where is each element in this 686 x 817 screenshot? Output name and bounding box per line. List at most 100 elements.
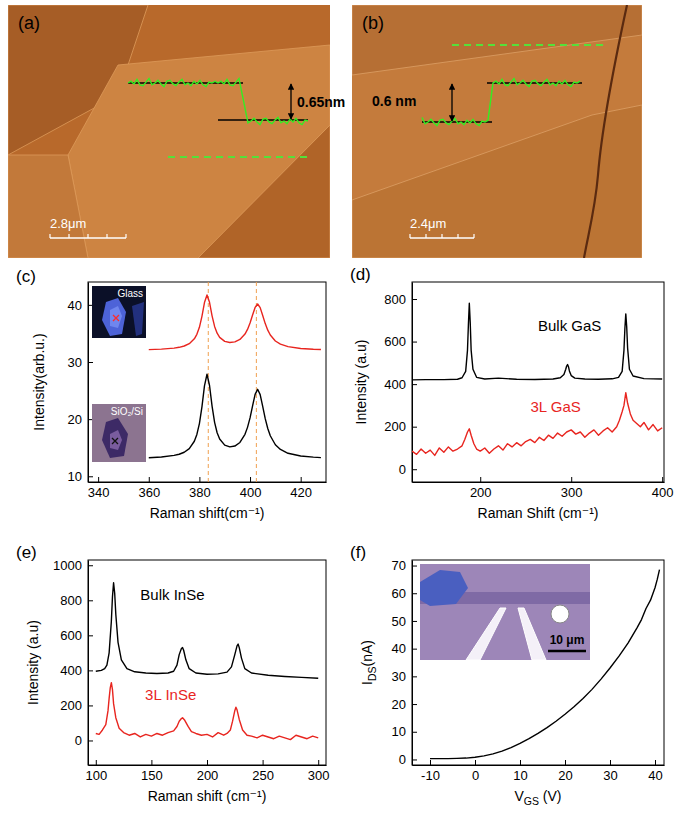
- inset-background: [92, 286, 146, 338]
- tick-label: 10: [68, 469, 82, 484]
- device-inset: 10 μm: [420, 564, 590, 660]
- tick-mark: [412, 384, 417, 385]
- tick-label: 300: [561, 485, 583, 500]
- tick: 340: [88, 477, 110, 500]
- tick-mark: [412, 759, 417, 760]
- tick-mark: [475, 760, 476, 765]
- flake: [132, 302, 144, 336]
- axis: 200300400: [413, 477, 674, 500]
- tick-label: 400: [60, 663, 82, 678]
- spot-mark: [112, 438, 118, 444]
- tick-mark: [430, 760, 431, 765]
- spot-mark: [113, 315, 119, 321]
- x-axis-title: Raman Shift (cm⁻¹): [478, 505, 599, 521]
- tick-mark: [88, 670, 93, 671]
- tick-label: 150: [141, 768, 163, 783]
- plot-frame: [412, 560, 664, 765]
- flake: [110, 306, 122, 328]
- scale-bar-tick: [68, 234, 69, 238]
- axis-line: [88, 561, 89, 766]
- tick-label: 340: [88, 485, 110, 500]
- axis-line: [89, 482, 327, 483]
- tick-label: 600: [384, 334, 406, 349]
- tick-label: 10: [513, 768, 527, 783]
- tick-label: 0: [399, 752, 406, 767]
- axis: 0200400600800: [384, 283, 417, 483]
- tick-mark: [88, 705, 93, 706]
- tick-label: 50: [392, 614, 406, 629]
- tick-mark: [412, 427, 417, 428]
- step-height-label: 0.65nm: [297, 94, 345, 110]
- tick: 10: [68, 469, 93, 484]
- terrace: [198, 125, 330, 258]
- tick-label: 800: [60, 593, 82, 608]
- height-profile: [422, 79, 580, 126]
- y-axis-title: Intensity(arb.u.): [31, 333, 47, 430]
- tick-mark: [565, 760, 566, 765]
- tick-mark: [318, 760, 319, 765]
- chart-panel: -10010203040010203040506070VGS (V)IDS(nA…: [350, 543, 665, 807]
- tick-mark: [149, 477, 150, 482]
- reference-line: [256, 282, 257, 482]
- afm-background: [8, 5, 330, 258]
- tick-mark: [88, 565, 93, 566]
- tick: 0: [399, 462, 417, 477]
- tick-label: 20: [68, 412, 82, 427]
- tick: 30: [603, 760, 617, 783]
- inset-label: SiO₂/Si: [111, 406, 143, 417]
- tick-label: 0: [75, 733, 82, 748]
- afm-background: [352, 5, 642, 258]
- panel-label: (e): [16, 543, 37, 562]
- tick: 0: [75, 733, 93, 748]
- tick-label: 100: [85, 768, 107, 783]
- tick-mark: [571, 477, 572, 482]
- data-line: [412, 393, 662, 456]
- tick-label: 600: [60, 628, 82, 643]
- electrode: [466, 608, 506, 660]
- tick: -10: [421, 760, 440, 783]
- hole: [551, 605, 569, 623]
- chart-panel: 34036038040042010203040Raman shift(cm⁻¹)…: [16, 267, 327, 521]
- tick-label: 380: [189, 485, 211, 500]
- tick: 360: [138, 477, 160, 500]
- tick: 600: [384, 334, 417, 349]
- scale-bar-tick: [49, 234, 50, 238]
- tick-mark: [412, 342, 417, 343]
- axis: 010203040506070: [392, 558, 417, 767]
- tick-label: 300: [308, 768, 330, 783]
- scale-bar-label: 10 μm: [550, 633, 585, 647]
- tick: 1000: [53, 558, 93, 573]
- plot-frame: [88, 560, 326, 765]
- tick: 0: [399, 752, 417, 767]
- data-line: [96, 683, 318, 740]
- panel-label: (c): [16, 267, 36, 286]
- series-label: Bulk InSe: [140, 586, 204, 603]
- tick-mark: [520, 760, 521, 765]
- tick-label: 60: [392, 586, 406, 601]
- text-part: (V): [539, 788, 562, 804]
- tick: 20: [558, 760, 572, 783]
- tick: 0: [472, 760, 479, 783]
- text-part: DS: [366, 666, 378, 681]
- terrace: [8, 155, 88, 258]
- tick-label: 250: [252, 768, 274, 783]
- tick: 800: [60, 593, 93, 608]
- inset-label: Glass: [117, 288, 143, 299]
- step-height-label: 0.6 nm: [372, 93, 416, 109]
- scale-bar-tick: [425, 234, 426, 238]
- step-arrow: [451, 84, 452, 121]
- tick: 30: [68, 355, 93, 370]
- axis-line: [88, 283, 89, 483]
- tick: 60: [392, 586, 417, 601]
- step-arrow: [290, 84, 291, 119]
- tick: 40: [392, 641, 417, 656]
- axis: 100150200250300: [85, 760, 329, 783]
- tick-label: 30: [392, 669, 406, 684]
- tick-label: 800: [384, 292, 406, 307]
- tick-mark: [96, 760, 97, 765]
- tick-mark: [199, 477, 200, 482]
- tick: 200: [384, 419, 417, 434]
- axis: 02004006008001000: [53, 558, 93, 766]
- crack: [584, 5, 627, 258]
- inset-background: [92, 404, 146, 462]
